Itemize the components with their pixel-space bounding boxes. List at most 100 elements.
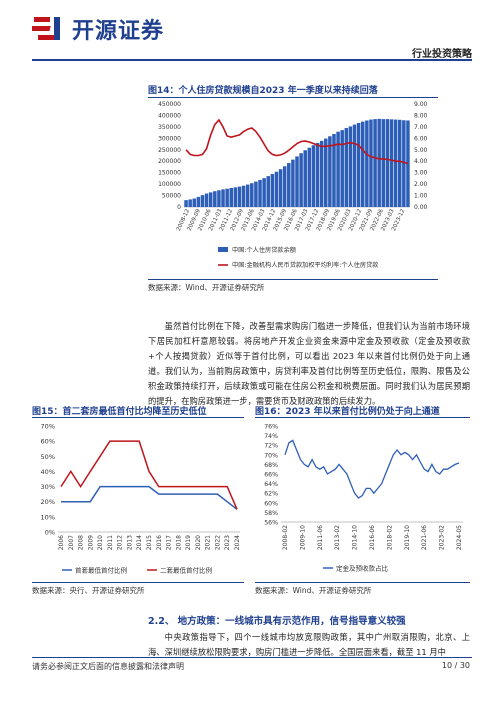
loan-balance-bar xyxy=(282,166,287,207)
y-axis-tick-label: 72% xyxy=(264,443,278,450)
loan-balance-bar xyxy=(196,196,201,207)
loan-balance-bar xyxy=(241,185,246,207)
figure15-title-rule xyxy=(32,417,244,418)
brand-name: 开源证券 xyxy=(72,19,165,44)
x-axis-tick-label: 2024-05 xyxy=(456,525,463,550)
loan-balance-bar xyxy=(192,198,197,207)
x-axis-tick-label: 2014 xyxy=(136,535,143,550)
y-axis-tick-label: 58% xyxy=(264,510,278,517)
section-paragraph: 中央政策指导下，四个一线城市均放宽限购政策，其中广州取消限购，北京、上海、深圳继… xyxy=(148,632,470,657)
y-axis-tick-label: 56% xyxy=(264,520,278,527)
x-axis-tick-label: 2013-02 xyxy=(334,525,341,550)
left-axis-tick-label: 150000 xyxy=(158,170,181,177)
figure14-source: 数据来源：Wind、开源证券研究所 xyxy=(148,283,265,292)
loan-balance-bar xyxy=(381,119,386,207)
figure15-source: 数据来源：央行、开源证券研究所 xyxy=(32,586,145,595)
figure16-chart: 56% 58% 60% 62% 64% 66% 68% 70% 72% 74% 76% 2008-02… xyxy=(264,424,463,573)
x-axis-tick-label: 2023 xyxy=(224,535,231,550)
right-axis-tick-label: 3.00 xyxy=(414,170,428,177)
loan-balance-bar xyxy=(377,118,381,207)
x-axis-tick-label: 2015 xyxy=(146,535,153,550)
loan-balance-bar xyxy=(373,119,377,207)
loan-balance-bar xyxy=(258,179,262,207)
legend-bar-label: 中国:个人住房贷款余额 xyxy=(232,246,297,254)
loan-balance-bar xyxy=(250,183,254,207)
loan-balance-bar xyxy=(365,120,369,207)
x-axis-tick-label: 2008 xyxy=(78,535,85,550)
x-axis-tick-label: 2010 xyxy=(97,535,104,550)
report-type: 行业投资策略 xyxy=(412,49,472,60)
figure14-title: 图14：个人住房贷款规模自2023 年一季度以来持续回落 xyxy=(148,86,378,96)
loan-balance-bar xyxy=(208,192,213,207)
x-axis-tick-label: 2021-06 xyxy=(421,525,428,550)
y-axis-tick-label: 50% xyxy=(41,453,55,461)
loan-balance-bar xyxy=(204,193,209,207)
loan-balance-bar xyxy=(348,126,353,207)
x-axis-tick-label: 2016 xyxy=(156,535,163,550)
loan-balance-bar xyxy=(369,119,373,207)
loan-balance-bar xyxy=(340,130,344,207)
right-axis-tick-label: 4.00 xyxy=(414,158,428,165)
loan-balance-bar xyxy=(184,200,188,207)
loan-balance-bar xyxy=(389,119,394,207)
x-axis-tick-label: 2017 xyxy=(166,535,173,550)
loan-balance-bar xyxy=(262,178,266,207)
loan-balance-bar xyxy=(245,184,250,207)
y-axis-tick-label: 0% xyxy=(45,529,55,537)
y-axis-tick-label: 68% xyxy=(264,462,278,469)
left-axis-tick-label: 250000 xyxy=(158,147,181,154)
x-axis-tick-label: 2011-06 xyxy=(317,525,324,550)
left-axis-tick-label: 300000 xyxy=(158,135,181,142)
loan-balance-bar xyxy=(217,190,221,207)
loan-balance-bar xyxy=(324,138,328,207)
x-axis-tick-label: 2009 xyxy=(87,535,94,550)
x-axis-tick-label: 2016-06 xyxy=(369,525,376,550)
loan-balance-bar xyxy=(237,186,242,207)
legend-first-label: 首套最低首付比例 xyxy=(75,566,127,575)
loan-balance-bar xyxy=(299,153,303,207)
legend-second-label: 二套最低首付比例 xyxy=(160,566,212,575)
loan-balance-bar xyxy=(274,171,279,207)
footer-rule xyxy=(32,657,472,658)
x-axis-tick-label: 2014-10 xyxy=(352,525,359,550)
loan-balance-bar xyxy=(328,136,332,207)
figure16-bottom-rule xyxy=(255,582,470,583)
left-axis-tick-label: 350000 xyxy=(158,124,181,131)
loan-balance-bar xyxy=(315,142,320,207)
y-axis-tick-label: 40% xyxy=(41,468,55,476)
figure14-bottom-rule xyxy=(148,279,438,280)
first-home-line xyxy=(61,485,238,510)
x-axis-tick-label: 2022 xyxy=(214,535,221,550)
loan-balance-bar xyxy=(303,150,307,207)
header-rule xyxy=(32,59,472,61)
section-heading: 2.2、 地方政策：一线城市具有示范作用，信号指导意义较强 xyxy=(148,616,406,627)
loan-balance-bar xyxy=(319,140,324,207)
loan-balance-bar xyxy=(278,169,283,207)
loan-balance-bar xyxy=(291,159,295,207)
loan-balance-bar xyxy=(311,145,316,207)
loan-balance-bar xyxy=(270,174,275,207)
x-axis-tick-label: 2012 xyxy=(117,535,124,550)
mortgage-rate-line xyxy=(185,118,409,165)
brand-logo-icon xyxy=(29,14,64,44)
right-axis-tick-label: 7.00 xyxy=(414,124,428,131)
figure16-source: 数据来源：Wind、开源证券研究所 xyxy=(255,586,372,595)
x-axis-tick-label: 2021 xyxy=(205,535,212,550)
figure14-chart: 0 50000 100000 150000 200000 250000 300000 3500… xyxy=(158,101,428,269)
right-axis-tick-label: 8.00 xyxy=(414,112,428,119)
x-axis-tick-label: 2023-02 xyxy=(439,525,446,550)
x-axis-tick-label: 2018-02 xyxy=(386,525,393,550)
legend-bar-swatch xyxy=(218,247,228,252)
loan-balance-bar xyxy=(406,120,410,207)
figure15-title: 图15：首二套房最低首付比均降至历史低位 xyxy=(32,407,207,417)
loan-balance-bar xyxy=(213,191,217,207)
loan-balance-bar xyxy=(344,128,349,207)
figure16-title: 图16：2023 年以来首付比例仍处于向上通道 xyxy=(255,407,440,417)
figure15-chart: 0%10%20%30%40%50%60%70%2006 2007 2008 2009 2… xyxy=(41,423,241,575)
x-axis-tick-label: 2018 xyxy=(175,535,182,550)
left-axis-tick-label: 200000 xyxy=(158,158,181,165)
right-axis-tick-label: 0.00 xyxy=(414,204,428,211)
loan-balance-bar xyxy=(188,199,192,207)
y-axis-tick-label: 64% xyxy=(264,481,278,488)
y-axis-tick-label: 30% xyxy=(41,483,55,491)
